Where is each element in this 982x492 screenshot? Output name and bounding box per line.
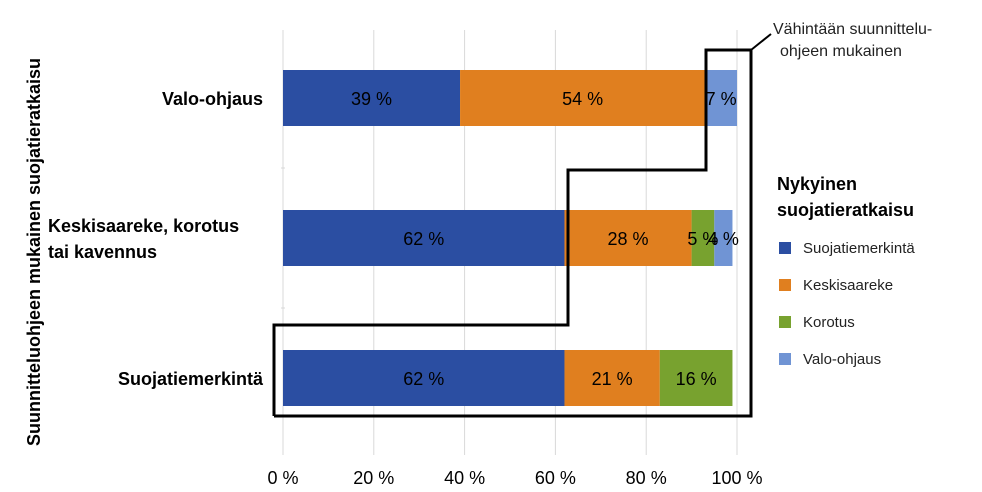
data-label: 4 % xyxy=(708,229,739,249)
legend-entry: Keskisaareke xyxy=(803,277,893,294)
bar-segment xyxy=(283,350,565,406)
category-label: Suojatiemerkintä xyxy=(118,369,264,389)
legend-entry: Valo-ohjaus xyxy=(803,351,881,368)
y-axis-label: Suunnitteluohjeen mukainen suojatieratka… xyxy=(24,58,44,446)
data-label: 7 % xyxy=(706,89,737,109)
x-tick-label: 0 % xyxy=(267,468,298,488)
data-label: 39 % xyxy=(351,89,392,109)
legend-swatch xyxy=(779,279,791,291)
x-tick-label: 100 % xyxy=(711,468,762,488)
data-label: 62 % xyxy=(403,369,444,389)
x-tick-label: 80 % xyxy=(626,468,667,488)
x-tick-labels: 0 % 20 % 40 % 60 % 80 % 100 % xyxy=(267,468,762,488)
bars xyxy=(283,70,737,406)
data-label: 28 % xyxy=(608,229,649,249)
x-tick-label: 20 % xyxy=(353,468,394,488)
bar-segment xyxy=(564,210,692,266)
x-tick-label: 40 % xyxy=(444,468,485,488)
category-labels: Valo-ohjaus Keskisaareke, korotus tai kave… xyxy=(48,89,264,389)
bar-segment xyxy=(705,70,737,126)
category-label: tai kavennus xyxy=(48,242,157,262)
bar-segment xyxy=(714,210,733,266)
annotation-text: Vähintään suunnittelu- xyxy=(773,21,932,38)
data-label: 21 % xyxy=(592,369,633,389)
data-label: 16 % xyxy=(676,369,717,389)
legend-entry: Suojatiemerkintä xyxy=(803,240,915,257)
annotation-text: ohjeen mukainen xyxy=(780,43,902,60)
bar-segment xyxy=(283,70,461,126)
bar-segment xyxy=(283,210,565,266)
category-label: Valo-ohjaus xyxy=(162,89,263,109)
legend: Nykyinen suojatieratkaisu Suojatiemerkintä… xyxy=(777,174,915,368)
bar-segment xyxy=(659,350,733,406)
data-label: 62 % xyxy=(403,229,444,249)
bar-segment xyxy=(460,70,706,126)
annotation-leader-line xyxy=(750,33,772,51)
bar-segment xyxy=(691,210,715,266)
category-label: Keskisaareke, korotus xyxy=(48,216,239,236)
legend-entry: Korotus xyxy=(803,314,855,331)
bar-labels: 39 % 54 % 7 % 62 % 28 % 5 %4 % 62 % 21 % 16 % xyxy=(351,89,739,389)
legend-swatch xyxy=(779,353,791,365)
annotation: Vähintään suunnittelu-ohjeen mukainen xyxy=(773,21,932,60)
data-label: 5 % xyxy=(687,229,718,249)
legend-swatch xyxy=(779,242,791,254)
legend-title: Nykyinen xyxy=(777,174,857,194)
threshold-outline xyxy=(272,48,753,418)
x-tick-label: 60 % xyxy=(535,468,576,488)
bar-segment xyxy=(564,350,660,406)
data-label: 54 % xyxy=(562,89,603,109)
legend-title: suojatieratkaisu xyxy=(777,200,914,220)
legend-swatch xyxy=(779,316,791,328)
